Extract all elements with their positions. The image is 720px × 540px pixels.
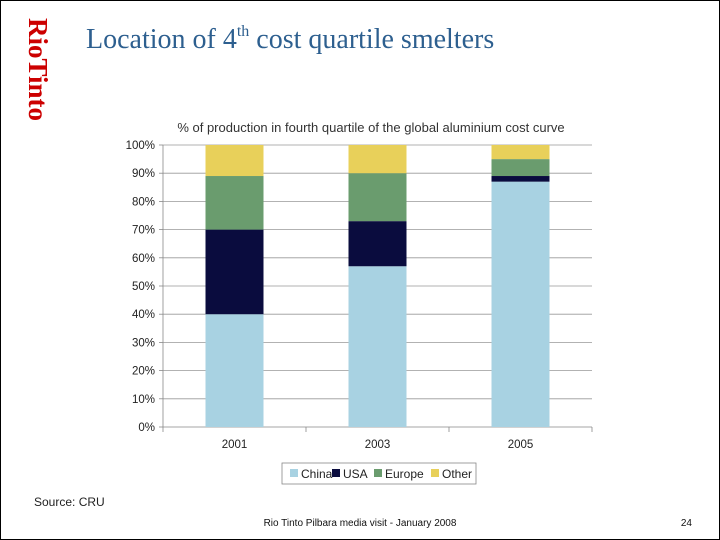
bar-segment-usa-2001 <box>205 229 264 315</box>
legend-swatch-china <box>290 469 298 477</box>
legend-label-other: Other <box>442 467 472 481</box>
legend-label-china: China <box>301 467 333 481</box>
x-tick-label: 2005 <box>508 439 534 451</box>
y-tick-label: 40% <box>132 309 155 321</box>
y-tick-label: 90% <box>132 168 155 180</box>
x-tick-label: 2001 <box>222 439 248 451</box>
page-number: 24 <box>680 518 692 529</box>
bar-segment-china-2005 <box>491 181 550 427</box>
legend-swatch-other <box>431 469 439 477</box>
bar-segment-usa-2003 <box>348 221 407 267</box>
bar-segment-other-2001 <box>205 145 264 177</box>
bar-segment-china-2001 <box>205 314 264 427</box>
slide-title: Location of 4th cost quartile smelters <box>86 22 495 56</box>
bar-segment-europe-2005 <box>491 159 550 177</box>
y-tick-label: 70% <box>132 225 155 237</box>
title-suffix: cost quartile smelters <box>249 24 495 55</box>
y-tick-label: 50% <box>132 281 155 293</box>
title-superscript: th <box>236 22 250 40</box>
bar-segment-europe-2001 <box>205 176 264 230</box>
y-tick-label: 80% <box>132 196 155 208</box>
x-tick-label: 2003 <box>365 439 391 451</box>
legend-swatch-europe <box>374 469 382 477</box>
legend-label-europe: Europe <box>385 467 424 481</box>
y-tick-label: 20% <box>132 366 155 378</box>
rio-tinto-logo: RioTinto <box>23 18 53 121</box>
bars <box>205 145 550 427</box>
y-axis: 0% 10% 20% 30% 40% 50% 60% 70% 80% 90% 100% <box>126 140 164 434</box>
title-prefix: Location of 4 <box>86 24 237 55</box>
bar-segment-china-2003 <box>348 266 407 427</box>
footer-text: Rio Tinto Pilbara media visit - January … <box>263 518 457 529</box>
bar-segment-usa-2005 <box>491 176 550 182</box>
source-note: Source: CRU <box>34 495 105 509</box>
y-tick-label: 30% <box>132 337 155 349</box>
y-tick-label: 10% <box>132 394 155 406</box>
y-tick-label: 0% <box>138 422 155 434</box>
y-tick-label: 100% <box>126 140 155 152</box>
bar-segment-other-2005 <box>491 145 550 160</box>
bar-segment-europe-2003 <box>348 173 407 222</box>
x-axis: 2001 2003 2005 <box>162 427 593 451</box>
y-tick-label: 60% <box>132 253 155 265</box>
chart-title: % of production in fourth quartile of th… <box>177 120 564 135</box>
legend-swatch-usa <box>332 469 340 477</box>
legend: China USA Europe Other <box>281 462 477 485</box>
logo-text: RioTinto <box>23 18 53 121</box>
legend-label-usa: USA <box>343 467 368 481</box>
bar-segment-other-2003 <box>348 145 407 174</box>
